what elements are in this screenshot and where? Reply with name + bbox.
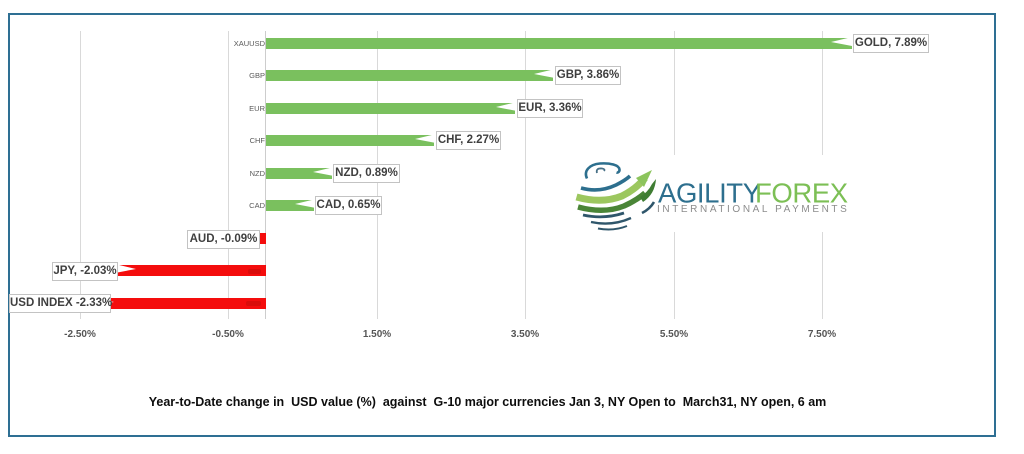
svg-text:FOREX: FOREX: [755, 178, 848, 209]
svg-text:AGILITY: AGILITY: [658, 178, 761, 209]
svg-text:INTERNATIONAL PAYMENTS: INTERNATIONAL PAYMENTS: [657, 204, 849, 215]
